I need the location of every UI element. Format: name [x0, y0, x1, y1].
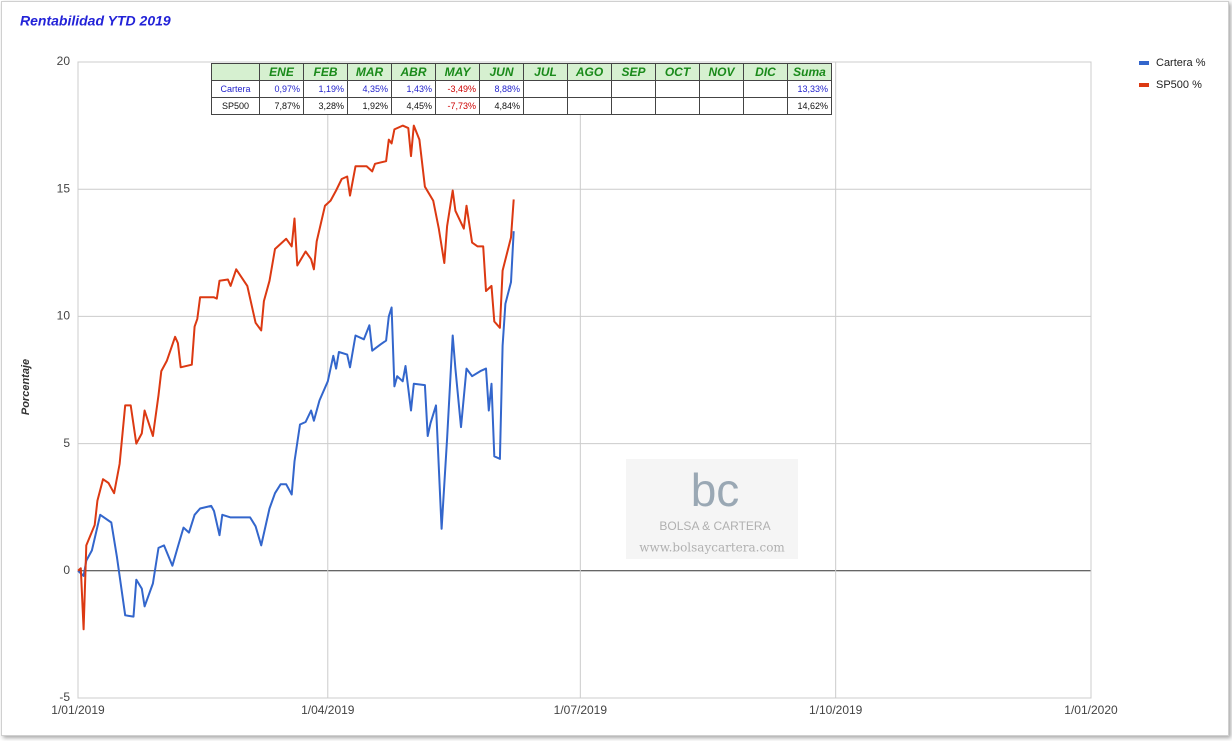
header-cell: JUL: [523, 63, 568, 81]
header-cell: MAY: [435, 63, 480, 81]
x-tick-label: 1/07/2019: [554, 703, 608, 717]
table-cell: 8,88%: [479, 80, 524, 98]
y-tick-label: 15: [57, 181, 71, 195]
chart-title: Rentabilidad YTD 2019: [20, 13, 171, 29]
table-cell: [743, 80, 788, 98]
header-cell: MAR: [347, 63, 392, 81]
y-tick-label: 20: [57, 54, 71, 68]
header-cell: ABR: [391, 63, 436, 81]
watermark: bc BOLSA & CARTERA www.bolsaycartera.com: [626, 459, 798, 559]
table-cell: 1,43%: [391, 80, 436, 98]
y-axis-label: Porcentaje: [20, 359, 32, 415]
x-tick-label: 1/01/2020: [1064, 703, 1118, 717]
table-cell: 7,87%: [259, 97, 304, 115]
y-tick-label: 10: [57, 309, 71, 323]
header-cell: DIC: [743, 63, 788, 81]
table-cell: -3,49%: [435, 80, 480, 98]
watermark-box: [626, 459, 798, 559]
watermark-name: BOLSA & CARTERA: [659, 519, 770, 533]
table-cell: [743, 97, 788, 115]
row-label: SP500: [211, 97, 260, 115]
table-row: SP500 7,87% 3,28% 1,92% 4,45% -7,73% 4,84% 14,6…: [211, 97, 832, 115]
table-cell: [699, 80, 744, 98]
legend-label: SP500 %: [1156, 79, 1202, 91]
table-cell: [523, 80, 568, 98]
table-cell: 1,19%: [303, 80, 348, 98]
header-cell: FEB: [303, 63, 348, 81]
watermark-logo: bc: [691, 464, 740, 516]
table-cell: -7,73%: [435, 97, 480, 115]
y-tick-label: -5: [59, 690, 70, 704]
corner-cell: [211, 63, 260, 81]
table-cell: 14,62%: [787, 97, 832, 115]
table-cell: [611, 80, 656, 98]
table-cell: [523, 97, 568, 115]
series-line: [77, 124, 515, 631]
table-cell: 13,33%: [787, 80, 832, 98]
header-cell: AGO: [567, 63, 612, 81]
x-tick-label: 1/10/2019: [809, 703, 863, 717]
table-cell: 0,97%: [259, 80, 304, 98]
table-row: Cartera 0,97% 1,19% 4,35% 1,43% -3,49% 8,88% 13…: [211, 80, 832, 98]
table-cell: 3,28%: [303, 97, 348, 115]
table-cell: 1,92%: [347, 97, 392, 115]
header-cell: NOV: [699, 63, 744, 81]
table-cell: 4,84%: [479, 97, 524, 115]
header-cell: JUN: [479, 63, 524, 81]
watermark-url: www.bolsaycartera.com: [639, 541, 785, 555]
table-cell: 4,45%: [391, 97, 436, 115]
table-cell: [655, 80, 700, 98]
header-row: ENE FEB MAR ABR MAY JUN JUL AGO SEP OCT NOV DIC Suma: [211, 63, 832, 81]
legend-label: Cartera %: [1156, 57, 1206, 69]
header-cell: Suma: [787, 63, 832, 81]
grid: [77, 61, 1092, 699]
table-cell: [699, 97, 744, 115]
header-cell: ENE: [259, 63, 304, 81]
plot-border: [77, 61, 1092, 699]
header-cell: SEP: [611, 63, 656, 81]
x-tick-label: 1/01/2019: [51, 703, 105, 717]
table-cell: [567, 80, 612, 98]
y-tick-label: 0: [63, 563, 70, 577]
table-cell: 4,35%: [347, 80, 392, 98]
series-line: [77, 231, 515, 618]
row-label: Cartera: [211, 80, 260, 98]
x-tick-label: 1/04/2019: [301, 703, 355, 717]
table-cell: [655, 97, 700, 115]
y-tick-label: 5: [63, 436, 70, 450]
monthly-table: ENE FEB MAR ABR MAY JUN JUL AGO SEP OCT NOV DIC Suma…: [211, 63, 832, 115]
table-cell: [611, 97, 656, 115]
header-cell: OCT: [655, 63, 700, 81]
table-cell: [567, 97, 612, 115]
